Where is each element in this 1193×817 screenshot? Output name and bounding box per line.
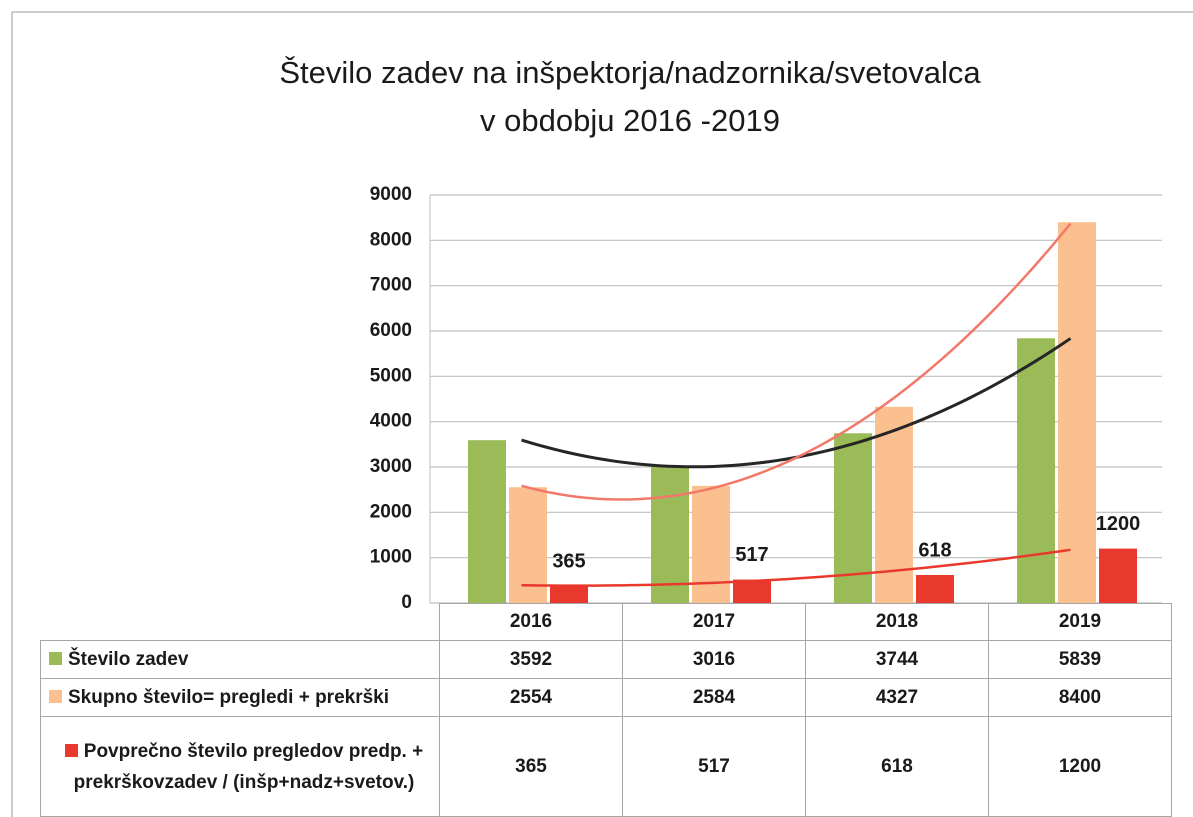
legend-label: Povprečno število pregledov predp. + pre…: [73, 740, 424, 793]
table-value: 618: [805, 716, 989, 817]
y-tick-label: 9000: [370, 184, 412, 205]
legend-swatch: [49, 689, 62, 703]
y-tick-label: 8000: [370, 229, 412, 250]
table-value: 1200: [988, 716, 1172, 817]
table-value: 365: [439, 716, 623, 817]
table-value: 4327: [805, 678, 989, 717]
y-tick-label: 3000: [370, 456, 412, 477]
legend-swatch: [49, 651, 62, 665]
bar: [468, 440, 506, 603]
table-value: 3592: [439, 640, 623, 679]
legend-cell: Povprečno število pregledov predp. + pre…: [40, 716, 440, 817]
legend-cell: Število zadev: [40, 640, 440, 679]
table-value: 2554: [439, 678, 623, 717]
category-label: 2019: [988, 603, 1172, 641]
y-tick-label: 1000: [370, 547, 412, 568]
data-label: 517: [735, 544, 768, 566]
bar: [651, 466, 689, 603]
series-row: Število zadev 3592 3016 3744 5839: [40, 640, 1172, 679]
data-label: 1200: [1096, 513, 1141, 535]
data-label: 618: [918, 539, 951, 561]
bar: [509, 487, 547, 603]
category-label: 2016: [439, 603, 623, 641]
bar: [733, 579, 771, 603]
bar: [1017, 338, 1055, 603]
table-value: 3016: [622, 640, 806, 679]
legend-cell: Skupno število= pregledi + prekrški: [40, 678, 440, 717]
y-tick-label: 6000: [370, 320, 412, 341]
data-label: 365: [552, 551, 585, 573]
chart-title: v obdobju 2016 -2019: [480, 103, 780, 138]
legend-label: Število zadev: [68, 648, 189, 670]
legend-swatch: [64, 743, 78, 757]
trendline: [521, 337, 1072, 469]
trendline: [521, 222, 1072, 501]
trendline: [521, 548, 1071, 587]
y-tick-label: 4000: [370, 411, 412, 432]
header-row: 2016 2017 2018 2019: [41, 603, 1172, 641]
bar: [692, 485, 730, 603]
chart-title: Število zadev na inšpektorja/nadzornika/…: [279, 55, 981, 90]
y-tick-label: 2000: [370, 501, 412, 522]
table-value: 8400: [988, 678, 1172, 717]
category-label: 2018: [805, 603, 989, 641]
table-value: 3744: [805, 640, 989, 679]
table-value: 5839: [988, 640, 1172, 679]
data-table: 2016 2017 2018 2019 Število zadev 3592 3016 374…: [40, 603, 1172, 817]
y-tick-label: 0: [401, 592, 412, 613]
corner: [41, 604, 440, 641]
series-row: Skupno število= pregledi + prekrški 2554 2…: [40, 678, 1172, 717]
category-label: 2017: [622, 603, 806, 641]
y-tick-label: 5000: [370, 365, 412, 386]
y-tick-label: 7000: [370, 275, 412, 296]
series-row: Povprečno število pregledov predp. + pre…: [40, 716, 1172, 817]
legend-label: Skupno število= pregledi + prekrški: [68, 686, 390, 708]
bar: [550, 586, 588, 603]
table-value: 2584: [622, 678, 806, 717]
bar: [916, 574, 954, 603]
bar: [834, 433, 872, 603]
bar: [1058, 222, 1096, 603]
table-value: 517: [622, 716, 806, 817]
bar: [1099, 548, 1137, 603]
